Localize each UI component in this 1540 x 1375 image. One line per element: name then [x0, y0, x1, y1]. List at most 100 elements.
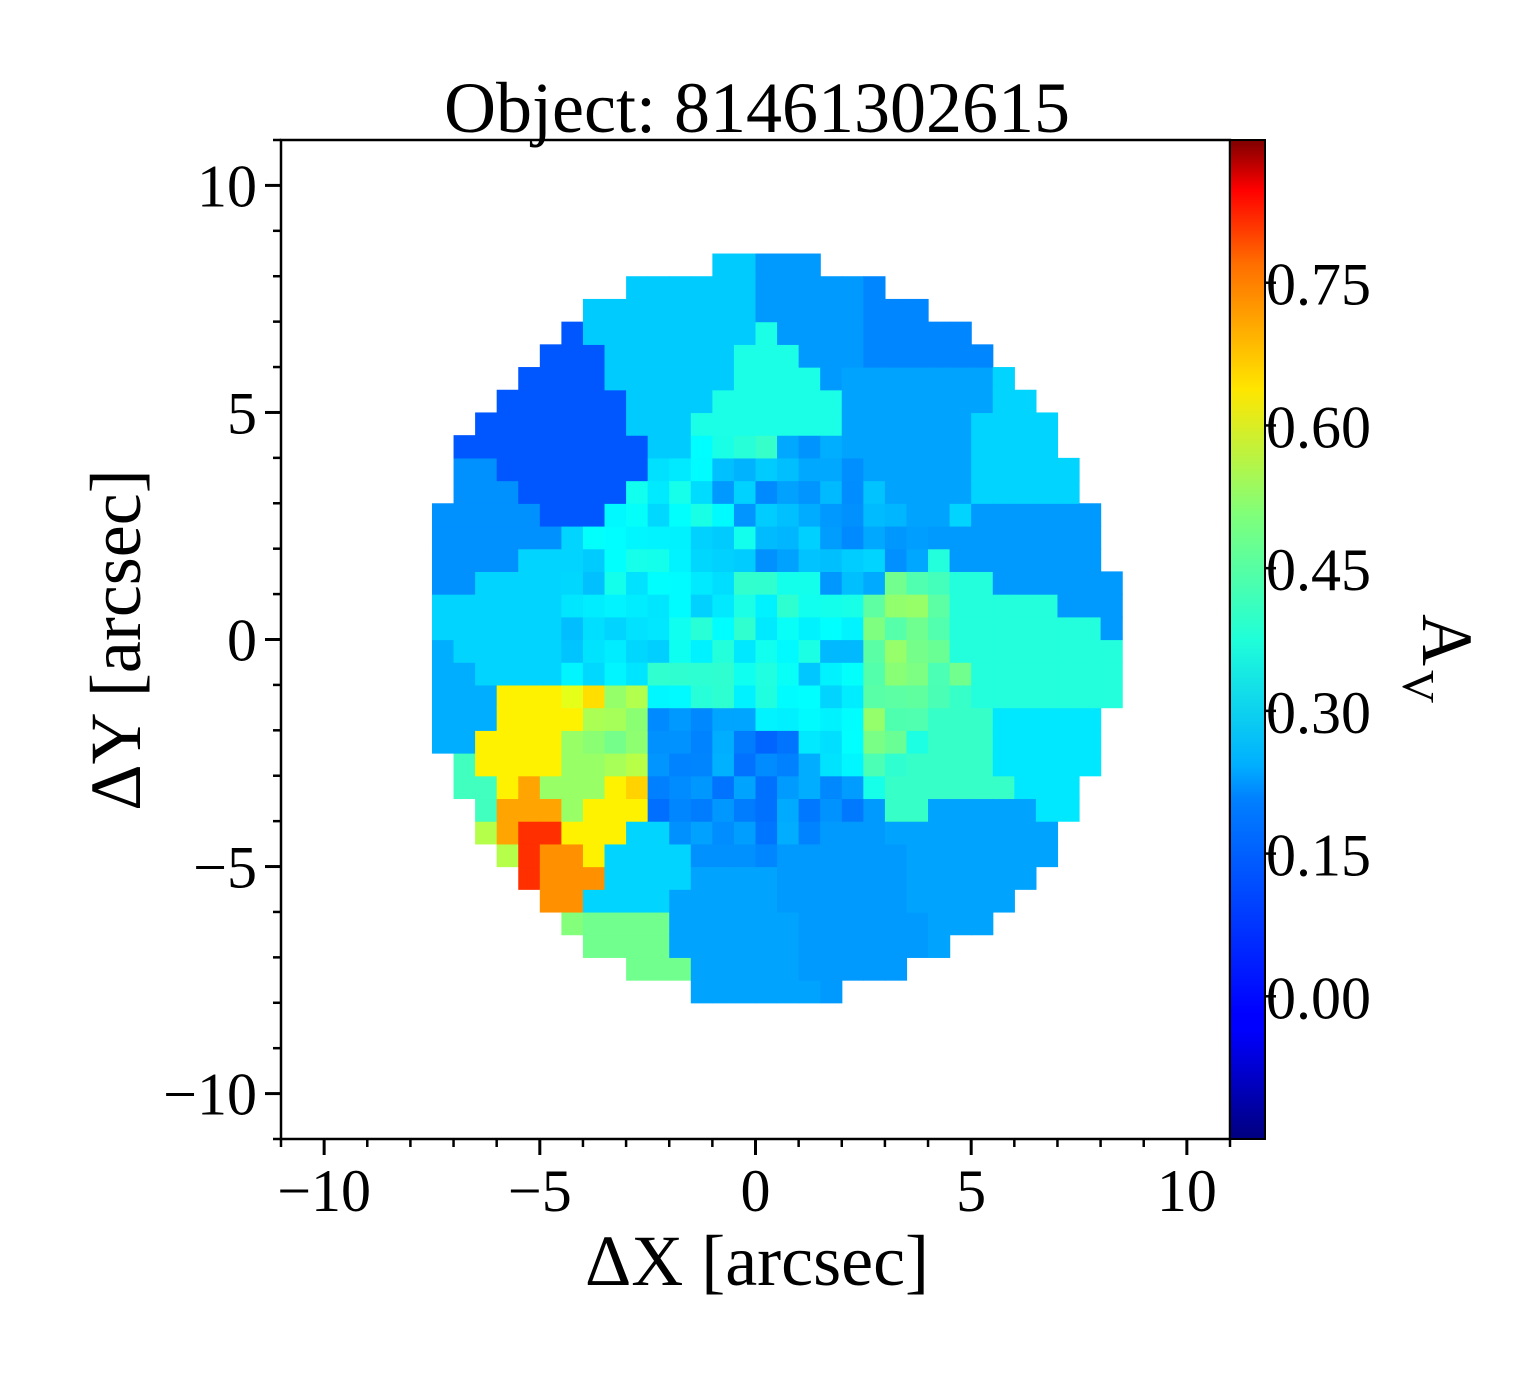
y-tick-label: 0: [227, 608, 257, 674]
heatmap-cell: [884, 389, 908, 414]
heatmap-cell: [777, 412, 800, 436]
heatmap-cell: [496, 662, 519, 686]
heatmap-cell: [1057, 798, 1080, 822]
heatmap-cell: [1035, 548, 1059, 572]
heatmap-cell: [539, 594, 562, 618]
heatmap-cell: [863, 911, 886, 936]
heatmap-cell: [626, 684, 649, 709]
heatmap-cell: [604, 821, 627, 845]
heatmap-cell: [949, 389, 972, 414]
heatmap-cell: [863, 480, 886, 504]
heatmap-cell: [777, 843, 800, 868]
heatmap-cell: [798, 344, 821, 368]
heatmap-cell: [453, 435, 476, 459]
heatmap-cell: [777, 662, 800, 686]
heatmap-cell: [1035, 435, 1059, 459]
heatmap-cell: [906, 934, 929, 958]
heatmap-cell: [949, 594, 972, 618]
heatmap-cell: [582, 367, 606, 391]
heatmap-cell: [884, 775, 908, 800]
heatmap-cell: [518, 571, 541, 595]
heatmap-cell: [755, 866, 778, 890]
heatmap-cell: [884, 934, 908, 958]
heatmap-cell: [820, 934, 843, 958]
heatmap-cell: [798, 980, 821, 1004]
heatmap-cell: [884, 684, 908, 709]
heatmap-cell: [669, 911, 692, 936]
heatmap-cell: [928, 866, 951, 890]
x-ticks: −10 −5 0 5 10: [277, 1139, 1232, 1224]
heatmap-cell: [928, 934, 951, 958]
heatmap-cell: [1079, 730, 1102, 754]
heatmap-cell: [604, 684, 627, 709]
heatmap-cell: [798, 707, 821, 731]
heatmap-cell: [733, 435, 757, 459]
heatmap-cell: [798, 639, 821, 663]
heatmap-cell: [971, 775, 994, 800]
heatmap-cell: [928, 684, 951, 709]
heatmap-cell: [475, 594, 498, 618]
x-tick-label: 0: [741, 1158, 771, 1224]
heatmap-cell: [712, 571, 735, 595]
heatmap-cell: [626, 548, 649, 572]
heatmap-cell: [604, 934, 627, 958]
heatmap-cell: [798, 684, 821, 709]
heatmap-cell: [626, 843, 649, 868]
heatmap-cell: [884, 344, 908, 368]
heatmap-cell: [1100, 684, 1123, 709]
heatmap-cell: [820, 480, 843, 504]
heatmap-cell: [1014, 821, 1037, 845]
heatmap-cell: [755, 525, 778, 550]
heatmap-cell: [971, 480, 994, 504]
heatmap-cell: [690, 730, 713, 754]
heatmap-cell: [712, 525, 735, 550]
heatmap-cell: [539, 457, 562, 482]
heatmap-cell: [669, 367, 692, 391]
heatmap-cell: [1014, 707, 1037, 731]
heatmap-cell: [561, 662, 584, 686]
heatmap-cell: [496, 730, 519, 754]
heatmap-cell: [733, 548, 757, 572]
heatmap-cell: [431, 707, 455, 731]
heatmap-cell: [604, 594, 627, 618]
y-tick-label: 10: [197, 153, 257, 219]
heatmap-cell: [992, 707, 1015, 731]
heatmap-cell: [1014, 594, 1037, 618]
heatmap-cell: [798, 457, 821, 482]
heatmap-cell: [582, 457, 606, 482]
heatmap-cell: [863, 276, 886, 300]
heatmap-cell: [906, 662, 929, 686]
heatmap-cell: [539, 344, 562, 368]
heatmap-cell: [453, 548, 476, 572]
heatmap-cell: [712, 367, 735, 391]
heatmap-cell: [841, 298, 864, 323]
heatmap-cell: [841, 934, 864, 958]
heatmap-cell: [971, 639, 994, 663]
heatmap-cell: [647, 934, 670, 958]
colorbar-tick-label: 0.75: [1266, 252, 1371, 318]
heatmap-cell: [820, 571, 843, 595]
heatmap-cell: [992, 367, 1015, 391]
heatmap-cell: [928, 753, 951, 777]
heatmap-cell: [453, 684, 476, 709]
heatmap-cell: [755, 980, 778, 1004]
heatmap-cell: [820, 594, 843, 618]
heatmap-cell: [561, 639, 584, 663]
heatmap-cell: [733, 344, 757, 368]
heatmap-cell: [431, 571, 455, 595]
heatmap-cell: [539, 866, 562, 890]
heatmap-cell: [496, 798, 519, 822]
heatmap-cell: [626, 525, 649, 550]
heatmap-cell: [475, 548, 498, 572]
heatmap-cell: [561, 843, 584, 868]
heatmap-cell: [820, 775, 843, 800]
heatmap-cell: [733, 730, 757, 754]
heatmap-cell: [798, 435, 821, 459]
heatmap-cell: [626, 298, 649, 323]
heatmap-cell: [841, 798, 864, 822]
heatmap-cell: [949, 753, 972, 777]
heatmap-cell: [820, 911, 843, 936]
heatmap-cell: [1079, 503, 1102, 527]
heatmap-cell: [1035, 412, 1059, 436]
heatmap-cell: [582, 775, 606, 800]
